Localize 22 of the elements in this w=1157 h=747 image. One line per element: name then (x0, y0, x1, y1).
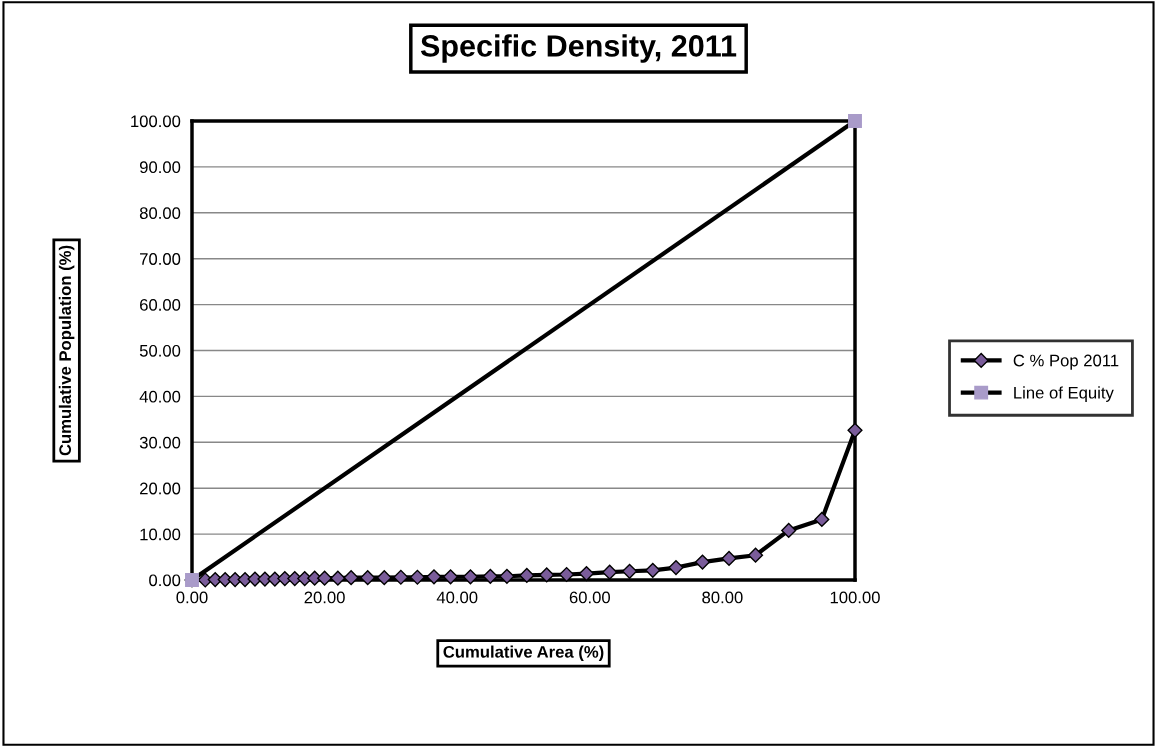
y-tick-label: 60.00 (140, 299, 181, 311)
y-tick-label: 10.00 (140, 528, 181, 541)
legend-label: Line of Equity (1014, 386, 1114, 402)
y-tick-label: 40.00 (139, 390, 181, 403)
y-tick-label: 50.00 (139, 344, 181, 357)
x-tick-label: 40.00 (436, 591, 478, 604)
y-tick-label: 30.00 (139, 436, 181, 449)
x-tick-label: 80.00 (702, 591, 743, 604)
x-tick-label: 0.00 (176, 591, 208, 604)
chart-title: Specific Density, 2011 (420, 34, 737, 63)
x-axis-title: Cumulative Area (%) (443, 645, 604, 662)
y-tick-label: 90.00 (139, 161, 181, 174)
legend-label: C % Pop 2011 (1013, 354, 1119, 370)
y-tick-label: 70.00 (140, 253, 181, 265)
y-tick-label: 0.00 (149, 574, 181, 587)
y-axis-title: Cumulative Population (%) (58, 245, 75, 456)
y-tick-label: 100.00 (131, 115, 181, 128)
x-tick-label: 60.00 (569, 591, 610, 604)
y-tick-label: 80.00 (139, 207, 181, 219)
y-tick-label: 20.00 (140, 482, 181, 495)
x-tick-label: 20.00 (304, 591, 345, 604)
x-tick-label: 100.00 (830, 591, 880, 604)
